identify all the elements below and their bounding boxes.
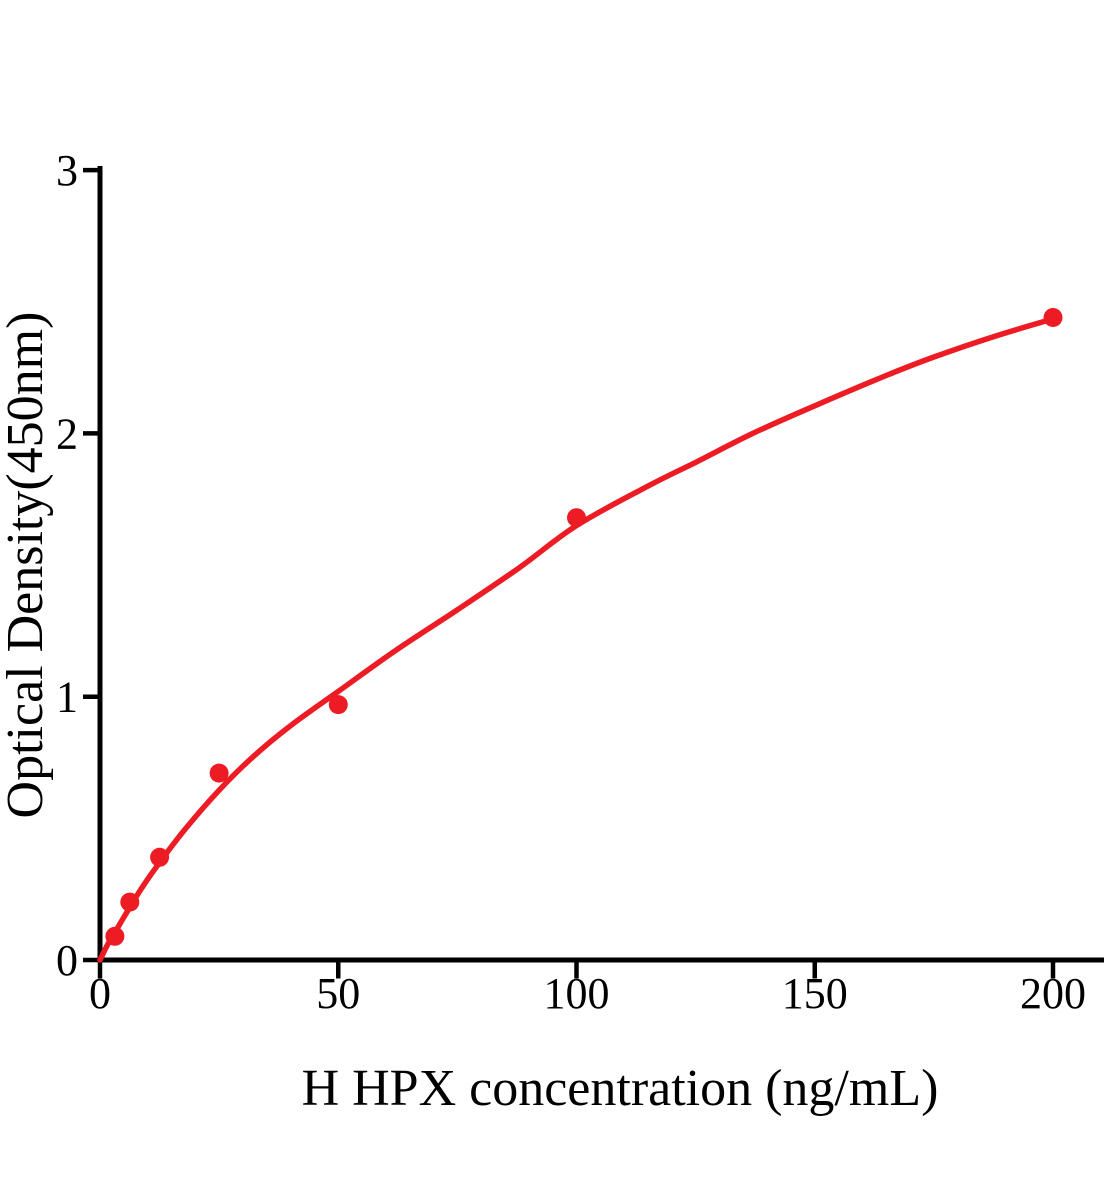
data-point bbox=[567, 508, 586, 528]
x-axis-title: H HPX concentration (ng/mL) bbox=[302, 1060, 939, 1117]
data-point bbox=[209, 763, 229, 783]
x-tick-label: 150 bbox=[782, 969, 848, 1018]
x-tick-label: 50 bbox=[316, 969, 360, 1018]
data-point bbox=[150, 847, 170, 867]
x-tick-label: 200 bbox=[1020, 969, 1086, 1018]
data-points bbox=[105, 308, 1063, 946]
y-tick-label: 2 bbox=[56, 409, 78, 458]
y-tick-label: 0 bbox=[56, 936, 78, 985]
x-tick-label: 0 bbox=[89, 969, 111, 1018]
x-tick-label: 100 bbox=[544, 969, 610, 1018]
y-tick-label: 3 bbox=[56, 146, 78, 195]
y-tick-label: 1 bbox=[56, 673, 78, 722]
fit-curve bbox=[97, 316, 1056, 963]
y-axis-ticks: 0 1 2 3 bbox=[56, 146, 100, 985]
data-point bbox=[105, 926, 125, 946]
data-point bbox=[120, 892, 140, 912]
data-point bbox=[1043, 308, 1063, 327]
data-point bbox=[328, 695, 348, 715]
x-axis-ticks: 0 50 100 150 200 bbox=[89, 960, 1086, 1018]
y-axis-title: Optical Density(450nm) bbox=[0, 312, 54, 819]
